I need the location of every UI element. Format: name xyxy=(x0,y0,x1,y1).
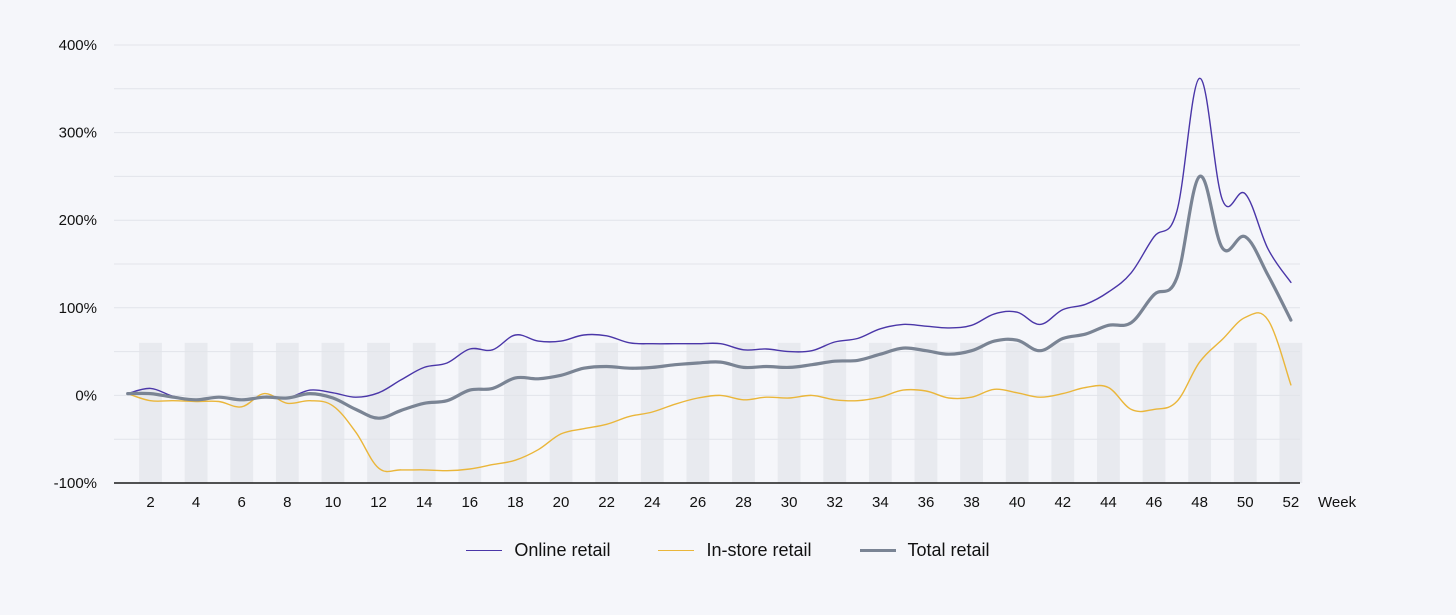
week-band xyxy=(1005,342,1029,483)
x-tick-label: 14 xyxy=(416,494,433,511)
week-band xyxy=(367,342,390,483)
y-tick-label: -100% xyxy=(54,475,97,492)
legend-label: In-store retail xyxy=(706,540,812,560)
x-tick-label: 16 xyxy=(461,494,478,511)
week-band xyxy=(1142,342,1166,483)
week-band xyxy=(595,342,619,483)
week-band xyxy=(777,342,801,483)
x-tick-label: 30 xyxy=(781,494,798,511)
week-band xyxy=(914,342,938,483)
legend-item: Online retail xyxy=(466,540,610,561)
line-chart: -100%0%100%200%300%400% 2 4 6 8 10 12 14 16 18 20… xyxy=(54,37,1357,511)
week-band xyxy=(1188,342,1212,483)
y-tick-label: 0% xyxy=(75,387,97,404)
legend: Online retail In-store retail Total retail xyxy=(0,540,1456,561)
legend-swatch xyxy=(466,550,503,551)
x-tick-label: 44 xyxy=(1100,494,1117,511)
series-line-in-store-retail xyxy=(127,312,1292,473)
week-bands xyxy=(139,342,1303,483)
x-tick-label: 32 xyxy=(826,494,843,511)
week-band xyxy=(640,342,664,483)
week-band xyxy=(1279,342,1303,483)
week-band xyxy=(321,342,345,483)
x-tick-label: 46 xyxy=(1146,494,1163,511)
week-band xyxy=(549,342,573,483)
series-lines xyxy=(126,77,1293,473)
x-tick-label: 28 xyxy=(735,494,752,511)
x-axis-ticks: 2 4 6 8 10 12 14 16 18 20 22 24 26 28 30 32 34 36 38 40 42 44… xyxy=(146,494,1299,511)
legend-swatch xyxy=(859,549,896,552)
week-band xyxy=(823,342,847,483)
x-tick-label: 8 xyxy=(283,494,291,511)
x-tick-label: 18 xyxy=(507,494,524,511)
week-band xyxy=(184,342,208,483)
series-line-total-retail xyxy=(126,174,1293,420)
week-band xyxy=(1233,342,1257,483)
x-tick-label: 38 xyxy=(963,494,980,511)
y-axis-ticks: -100% 0% 100% 200% 300% 400% xyxy=(54,37,97,492)
x-tick-label: 10 xyxy=(325,494,342,511)
week-band xyxy=(458,342,482,483)
week-band xyxy=(139,342,162,483)
week-band xyxy=(732,342,755,483)
x-tick-label: 24 xyxy=(644,494,661,511)
week-band xyxy=(230,342,254,483)
legend-swatch xyxy=(658,550,695,551)
legend-item: Total retail xyxy=(859,540,990,561)
week-band xyxy=(1051,342,1075,483)
x-tick-label: 2 xyxy=(146,494,154,511)
x-tick-label: 26 xyxy=(690,494,707,511)
x-tick-label: 50 xyxy=(1237,494,1254,511)
x-tick-label: 52 xyxy=(1283,494,1300,511)
x-tick-label: 22 xyxy=(598,494,615,511)
y-tick-label: 100% xyxy=(59,300,97,317)
week-band xyxy=(275,342,299,483)
y-tick-label: 300% xyxy=(59,125,97,142)
x-tick-label: 34 xyxy=(872,494,889,511)
x-axis-label: Week xyxy=(1318,494,1357,511)
legend-item: In-store retail xyxy=(658,540,812,561)
y-tick-label: 200% xyxy=(59,212,97,229)
week-band xyxy=(412,342,436,483)
week-band xyxy=(868,342,892,483)
x-tick-label: 20 xyxy=(553,494,570,511)
x-tick-label: 48 xyxy=(1191,494,1208,511)
week-band xyxy=(960,342,983,483)
y-tick-label: 400% xyxy=(59,37,97,54)
x-tick-label: 40 xyxy=(1009,494,1026,511)
x-tick-label: 36 xyxy=(918,494,935,511)
x-tick-label: 4 xyxy=(192,494,200,511)
series-line-online-retail xyxy=(127,77,1292,401)
legend-label: Online retail xyxy=(514,540,611,560)
legend-label: Total retail xyxy=(907,540,990,560)
x-tick-label: 6 xyxy=(238,494,246,511)
x-tick-label: 42 xyxy=(1054,494,1071,511)
gridlines xyxy=(114,44,1300,440)
week-band xyxy=(686,342,710,483)
x-tick-label: 12 xyxy=(370,494,387,511)
week-band xyxy=(1097,342,1120,483)
